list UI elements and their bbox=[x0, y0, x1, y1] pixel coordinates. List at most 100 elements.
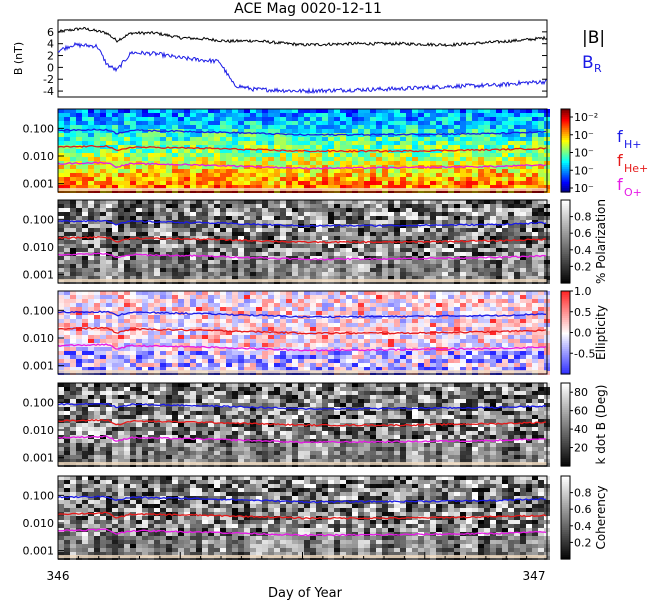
heatmap-cell bbox=[100, 299, 106, 303]
heatmap-cell bbox=[376, 295, 382, 299]
heatmap-cell bbox=[118, 208, 124, 212]
colorbar-step bbox=[561, 237, 570, 241]
heatmap-cell bbox=[58, 248, 64, 252]
heatmap-cell bbox=[466, 236, 472, 240]
heatmap-cell bbox=[166, 268, 172, 272]
heatmap-cell bbox=[322, 232, 328, 236]
heatmap-cell bbox=[538, 117, 544, 121]
heatmap-cell bbox=[388, 307, 394, 311]
heatmap-cell bbox=[310, 367, 316, 371]
heatmap-cell bbox=[334, 268, 340, 272]
heatmap-cell bbox=[400, 299, 406, 303]
heatmap-cell bbox=[454, 224, 460, 228]
heatmap-cell bbox=[334, 204, 340, 208]
heatmap-cell bbox=[364, 137, 370, 141]
heatmap-cell bbox=[370, 311, 376, 315]
heatmap-cell bbox=[232, 121, 238, 125]
heatmap-cell bbox=[406, 311, 412, 315]
heatmap-cell bbox=[94, 129, 100, 133]
heatmap-cell bbox=[328, 244, 334, 248]
heatmap-cell bbox=[286, 125, 292, 129]
heatmap-cell bbox=[88, 315, 94, 319]
heatmap-cell bbox=[70, 347, 76, 351]
heatmap-cell bbox=[508, 177, 514, 181]
heatmap-cell bbox=[76, 351, 82, 355]
heatmap-cell bbox=[232, 216, 238, 220]
heatmap-cell bbox=[178, 331, 184, 335]
heatmap-cell bbox=[328, 323, 334, 327]
heatmap-cell bbox=[202, 260, 208, 264]
heatmap-cell bbox=[274, 236, 280, 240]
heatmap-cell bbox=[202, 177, 208, 181]
heatmap-cell bbox=[514, 125, 520, 129]
heatmap-cell bbox=[262, 331, 268, 335]
heatmap-cell bbox=[334, 264, 340, 268]
heatmap-cell bbox=[520, 200, 526, 204]
heatmap-cell bbox=[286, 363, 292, 367]
heatmap-cell bbox=[142, 200, 148, 204]
heatmap-cell bbox=[298, 307, 304, 311]
heatmap-cell bbox=[130, 347, 136, 351]
heatmap-cell bbox=[448, 145, 454, 149]
heatmap-cell bbox=[388, 204, 394, 208]
heatmap-cell bbox=[88, 347, 94, 351]
heatmap-cell bbox=[460, 153, 466, 157]
heatmap-cell bbox=[130, 220, 136, 224]
heatmap-cell bbox=[184, 244, 190, 248]
heatmap-cell bbox=[280, 272, 286, 276]
heatmap-cell bbox=[262, 224, 268, 228]
heatmap-cell bbox=[334, 244, 340, 248]
heatmap-cell bbox=[250, 323, 256, 327]
heatmap-cell bbox=[520, 129, 526, 133]
heatmap-cell bbox=[322, 252, 328, 256]
heatmap-cell bbox=[256, 161, 262, 165]
heatmap-cell bbox=[370, 248, 376, 252]
heatmap-cell bbox=[430, 153, 436, 157]
heatmap-cell bbox=[424, 161, 430, 165]
heatmap-cell bbox=[190, 161, 196, 165]
heatmap-cell bbox=[178, 299, 184, 303]
heatmap-cell bbox=[124, 125, 130, 129]
heatmap-cell bbox=[328, 161, 334, 165]
heatmap-cell bbox=[430, 157, 436, 161]
heatmap-cell bbox=[382, 157, 388, 161]
heatmap-cell bbox=[430, 299, 436, 303]
heatmap-cell bbox=[76, 268, 82, 272]
heatmap-cell bbox=[184, 165, 190, 169]
heatmap-cell bbox=[214, 264, 220, 268]
heatmap-cell bbox=[226, 137, 232, 141]
heatmap-cell bbox=[334, 200, 340, 204]
heatmap-cell bbox=[160, 240, 166, 244]
heatmap-cell bbox=[316, 307, 322, 311]
heatmap-cell bbox=[430, 264, 436, 268]
heatmap-cell bbox=[424, 335, 430, 339]
heatmap-cell bbox=[352, 359, 358, 363]
heatmap-cell bbox=[376, 367, 382, 371]
heatmap-cell bbox=[244, 185, 250, 189]
heatmap-cell bbox=[244, 291, 250, 295]
heatmap-cell bbox=[154, 248, 160, 252]
heatmap-cell bbox=[100, 315, 106, 319]
heatmap-cell bbox=[172, 315, 178, 319]
heatmap-cell bbox=[424, 200, 430, 204]
heatmap-cell bbox=[292, 252, 298, 256]
heatmap-cell bbox=[310, 109, 316, 113]
heatmap-cell bbox=[118, 129, 124, 133]
heatmap-cell bbox=[100, 232, 106, 236]
heatmap-cell bbox=[358, 173, 364, 177]
heatmap-cell bbox=[316, 299, 322, 303]
heatmap-cell bbox=[394, 335, 400, 339]
heatmap-cell bbox=[478, 268, 484, 272]
heatmap-cell bbox=[64, 216, 70, 220]
heatmap-cell bbox=[496, 113, 502, 117]
heatmap-cell bbox=[478, 145, 484, 149]
heatmap-cell bbox=[472, 240, 478, 244]
heatmap-cell bbox=[76, 133, 82, 137]
heatmap-cell bbox=[70, 165, 76, 169]
heatmap-cell bbox=[70, 181, 76, 185]
heatmap-cell bbox=[334, 125, 340, 129]
heatmap-cell bbox=[202, 212, 208, 216]
heatmap-cell bbox=[298, 303, 304, 307]
heatmap-cell bbox=[412, 169, 418, 173]
heatmap-cell bbox=[508, 232, 514, 236]
